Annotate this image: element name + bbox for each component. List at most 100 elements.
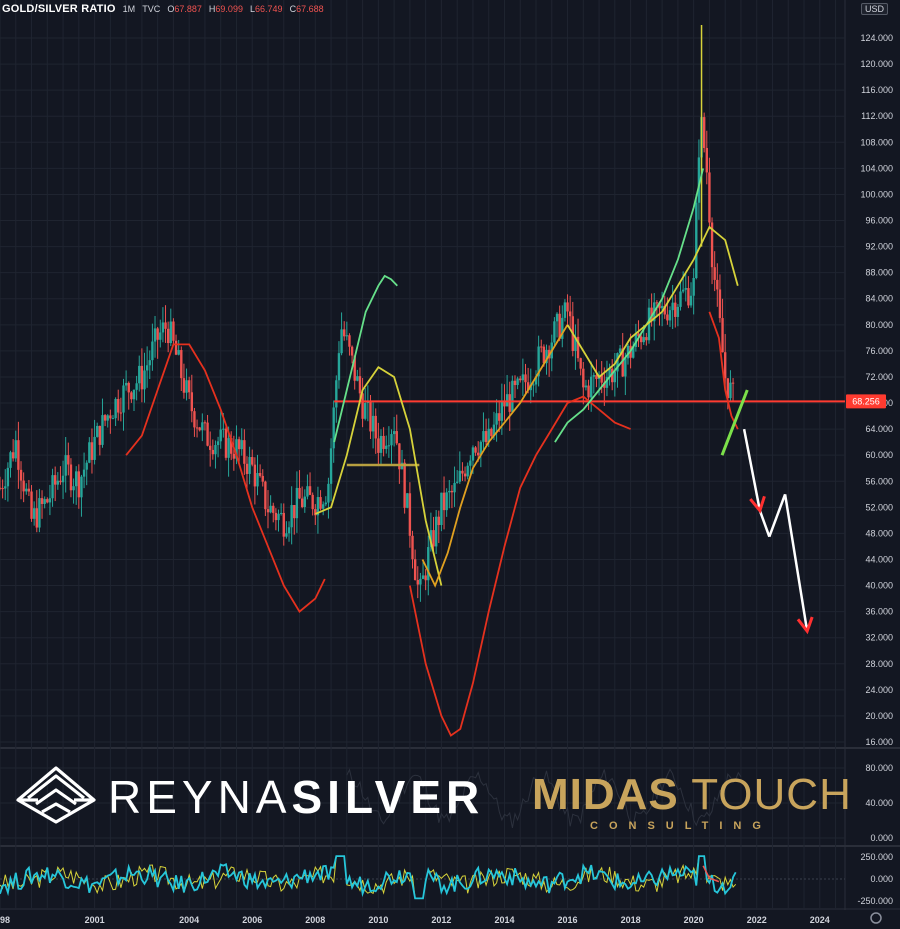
y-tick-label: 72.000 [865,372,893,382]
candle-body [458,470,462,482]
candle-body [534,376,538,385]
candle-body [130,392,133,400]
candle-body [411,535,414,560]
reyna-silver-wordmark: REYNASILVER [108,770,484,824]
close-label: C [289,4,297,14]
candle-body [516,378,519,386]
candle-body [272,505,275,513]
candle-body [61,475,65,483]
candle-body [316,497,320,516]
candle-body [726,378,730,399]
candle-body [243,440,246,464]
candle-body [519,378,522,381]
candle-body [166,328,170,344]
interval-label[interactable]: 1M [122,4,136,14]
candle-body [27,488,31,492]
candle-body [93,436,96,460]
candle-body [385,445,388,449]
x-tick-label: 2010 [368,915,388,925]
candle-body [626,345,630,359]
reyna-silver-logo-icon [16,766,96,824]
candle-body [308,486,312,495]
candle-body [203,422,207,424]
candle-body [681,289,685,292]
candle-body [466,465,469,477]
candle-body [508,394,511,412]
symbol-title[interactable]: GOLD/SILVER RATIO [2,3,116,15]
candle-body [427,547,430,581]
silver-text: SILVER [291,771,485,823]
candle-body [532,384,535,386]
candle-body [32,508,36,519]
candle-body [589,376,593,398]
y-tick-label: 116.000 [861,85,893,95]
candle-body [469,460,472,466]
low-value: 66.749 [255,4,283,14]
candle-body [718,289,722,319]
candle-body [122,385,125,413]
y-tick-label: 0.000 [870,833,893,843]
candle-body [253,464,257,487]
candle-body [442,492,446,511]
candle-body [190,392,194,412]
candle-body [30,491,33,519]
series-line-2 [421,324,569,588]
candle-body [1,488,4,490]
candle-body [40,498,44,504]
candle-body [542,346,546,364]
candle-body [582,368,585,388]
candle-body [327,483,330,503]
candle-body [187,380,191,393]
candle-body [4,486,7,489]
candle-body [311,494,314,510]
candle-body [408,493,412,536]
last-price-label: 68.256 [852,396,880,406]
settings-gear-icon[interactable] [870,912,882,924]
y-tick-label: 92.000 [865,242,893,252]
candle-body [135,383,138,390]
candle-body [579,358,582,369]
candle-body [101,415,104,445]
y-tick-label: 64.000 [865,424,893,434]
candle-body [645,337,648,341]
series-line-7 [708,311,739,430]
arrow-head-icon [749,495,766,514]
candle-body [621,348,624,377]
candle-body [624,358,627,377]
candle-body [251,457,254,465]
candle-body [201,422,204,431]
candle-body [702,117,706,148]
candle-body [524,374,527,383]
candle-body [185,380,188,393]
y-tick-label: 56.000 [865,476,893,486]
candle-body [72,486,75,491]
candle-body [379,435,383,453]
candle-body [222,428,225,430]
candle-body [332,407,335,449]
candle-body [300,498,304,508]
y-tick-label: 250.000 [860,852,893,862]
y-tick-label: 120.000 [860,59,893,69]
candle-body [266,509,270,513]
candle-body [445,492,448,511]
candle-body [17,440,20,470]
candle-body [490,428,493,437]
y-tick-label: 76.000 [865,346,893,356]
candle-body [655,302,659,304]
candle-body [161,322,165,333]
x-tick-label: 2018 [621,915,641,925]
y-tick-label: 108.000 [860,137,893,147]
candle-body [77,471,81,498]
series-line-5 [554,168,704,443]
candle-body [679,291,682,307]
currency-badge[interactable]: USD [860,3,888,15]
oscillator-line-1 [0,855,737,900]
y-tick-label: 80.000 [865,763,893,773]
candle-body [329,448,333,484]
projection-arrow-segment [768,493,787,538]
candle-body [463,473,467,477]
midas-touch-wordmark: MIDAS TOUCH [532,770,852,820]
candle-body [689,295,693,306]
candle-body [114,398,117,419]
